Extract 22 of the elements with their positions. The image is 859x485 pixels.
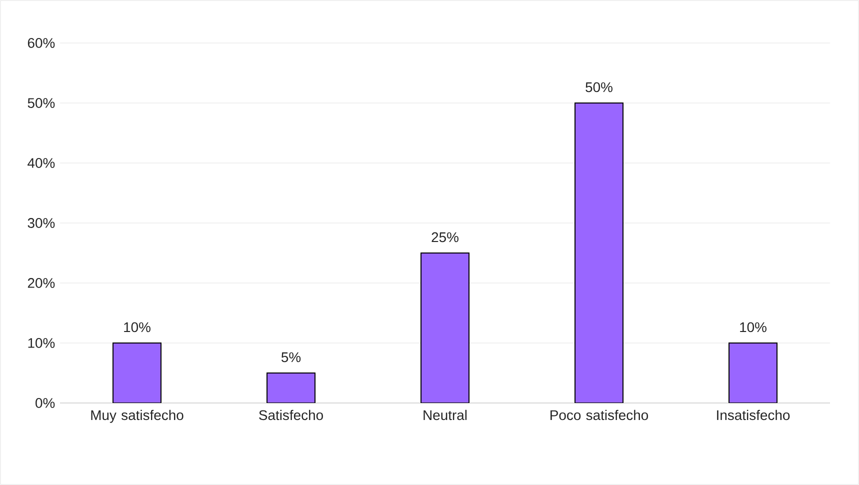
x-tick-label: Satisfecho bbox=[259, 410, 323, 420]
bar bbox=[420, 252, 470, 403]
bar bbox=[574, 102, 624, 403]
data-label: 25% bbox=[432, 232, 458, 242]
bar bbox=[266, 372, 316, 403]
data-label: 10% bbox=[124, 322, 150, 332]
x-tick-label: Neutral bbox=[424, 410, 467, 420]
y-tick-label: 50% bbox=[28, 98, 55, 108]
x-tick-label: Muy satisfecho bbox=[91, 410, 184, 423]
data-label: 50% bbox=[586, 82, 612, 92]
y-tick-label: 20% bbox=[28, 278, 55, 288]
x-tick-label: Insatisfecho bbox=[717, 410, 790, 420]
y-tick-label: 40% bbox=[28, 158, 55, 168]
y-tick-label: 60% bbox=[28, 38, 55, 48]
data-label: 5% bbox=[281, 352, 301, 362]
x-tick-label: Poco satisfecho bbox=[550, 410, 648, 420]
y-tick-label: 0% bbox=[36, 398, 55, 408]
y-tick-label: 30% bbox=[28, 218, 55, 228]
y-tick-label: 10% bbox=[28, 338, 55, 348]
bar bbox=[728, 342, 778, 403]
bar bbox=[112, 342, 162, 403]
data-label: 10% bbox=[740, 322, 766, 332]
